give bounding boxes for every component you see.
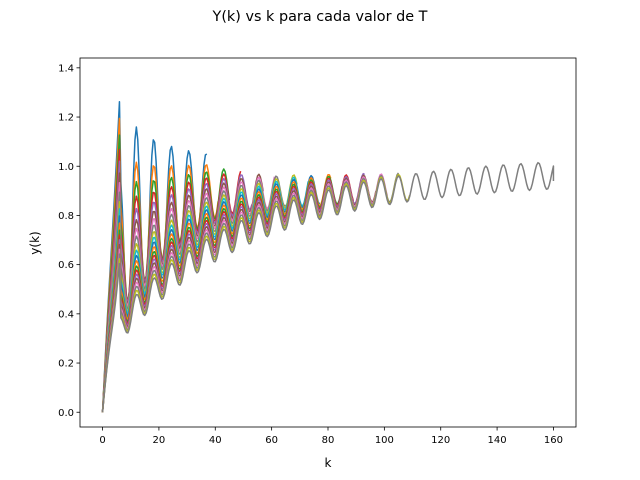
plot-area xyxy=(80,58,576,427)
y-tick-label: 1.0 xyxy=(58,162,74,173)
x-tick-label: 0 xyxy=(99,435,105,446)
series-lines xyxy=(101,101,555,413)
x-axis-label: k xyxy=(325,456,332,470)
x-tick-label: 60 xyxy=(265,435,278,446)
series-line-20 xyxy=(101,161,555,413)
x-tick-label: 120 xyxy=(431,435,450,446)
x-tick-label: 40 xyxy=(209,435,222,446)
x-tick-label: 160 xyxy=(544,435,563,446)
x-axis-ticks: 0 20 40 60 80 100 120 140 160 xyxy=(99,427,563,446)
y-axis-ticks: 0.0 0.2 0.4 0.6 0.8 1.0 1.2 1.4 xyxy=(58,63,80,419)
x-tick-label: 140 xyxy=(488,435,507,446)
y-tick-label: 0.2 xyxy=(58,359,74,370)
y-tick-label: 0.6 xyxy=(58,260,74,271)
chart-title: Y(k) vs k para cada valor de T xyxy=(212,9,428,25)
y-tick-label: 0.8 xyxy=(58,211,74,222)
x-tick-label: 100 xyxy=(375,435,394,446)
x-tick-label: 20 xyxy=(153,435,166,446)
y-tick-label: 1.2 xyxy=(58,113,74,124)
y-tick-label: 1.4 xyxy=(58,63,74,74)
x-tick-label: 80 xyxy=(322,435,335,446)
y-axis-label: y(k) xyxy=(28,231,42,254)
y-tick-label: 0.0 xyxy=(58,408,74,419)
y-tick-label: 0.4 xyxy=(58,309,74,320)
